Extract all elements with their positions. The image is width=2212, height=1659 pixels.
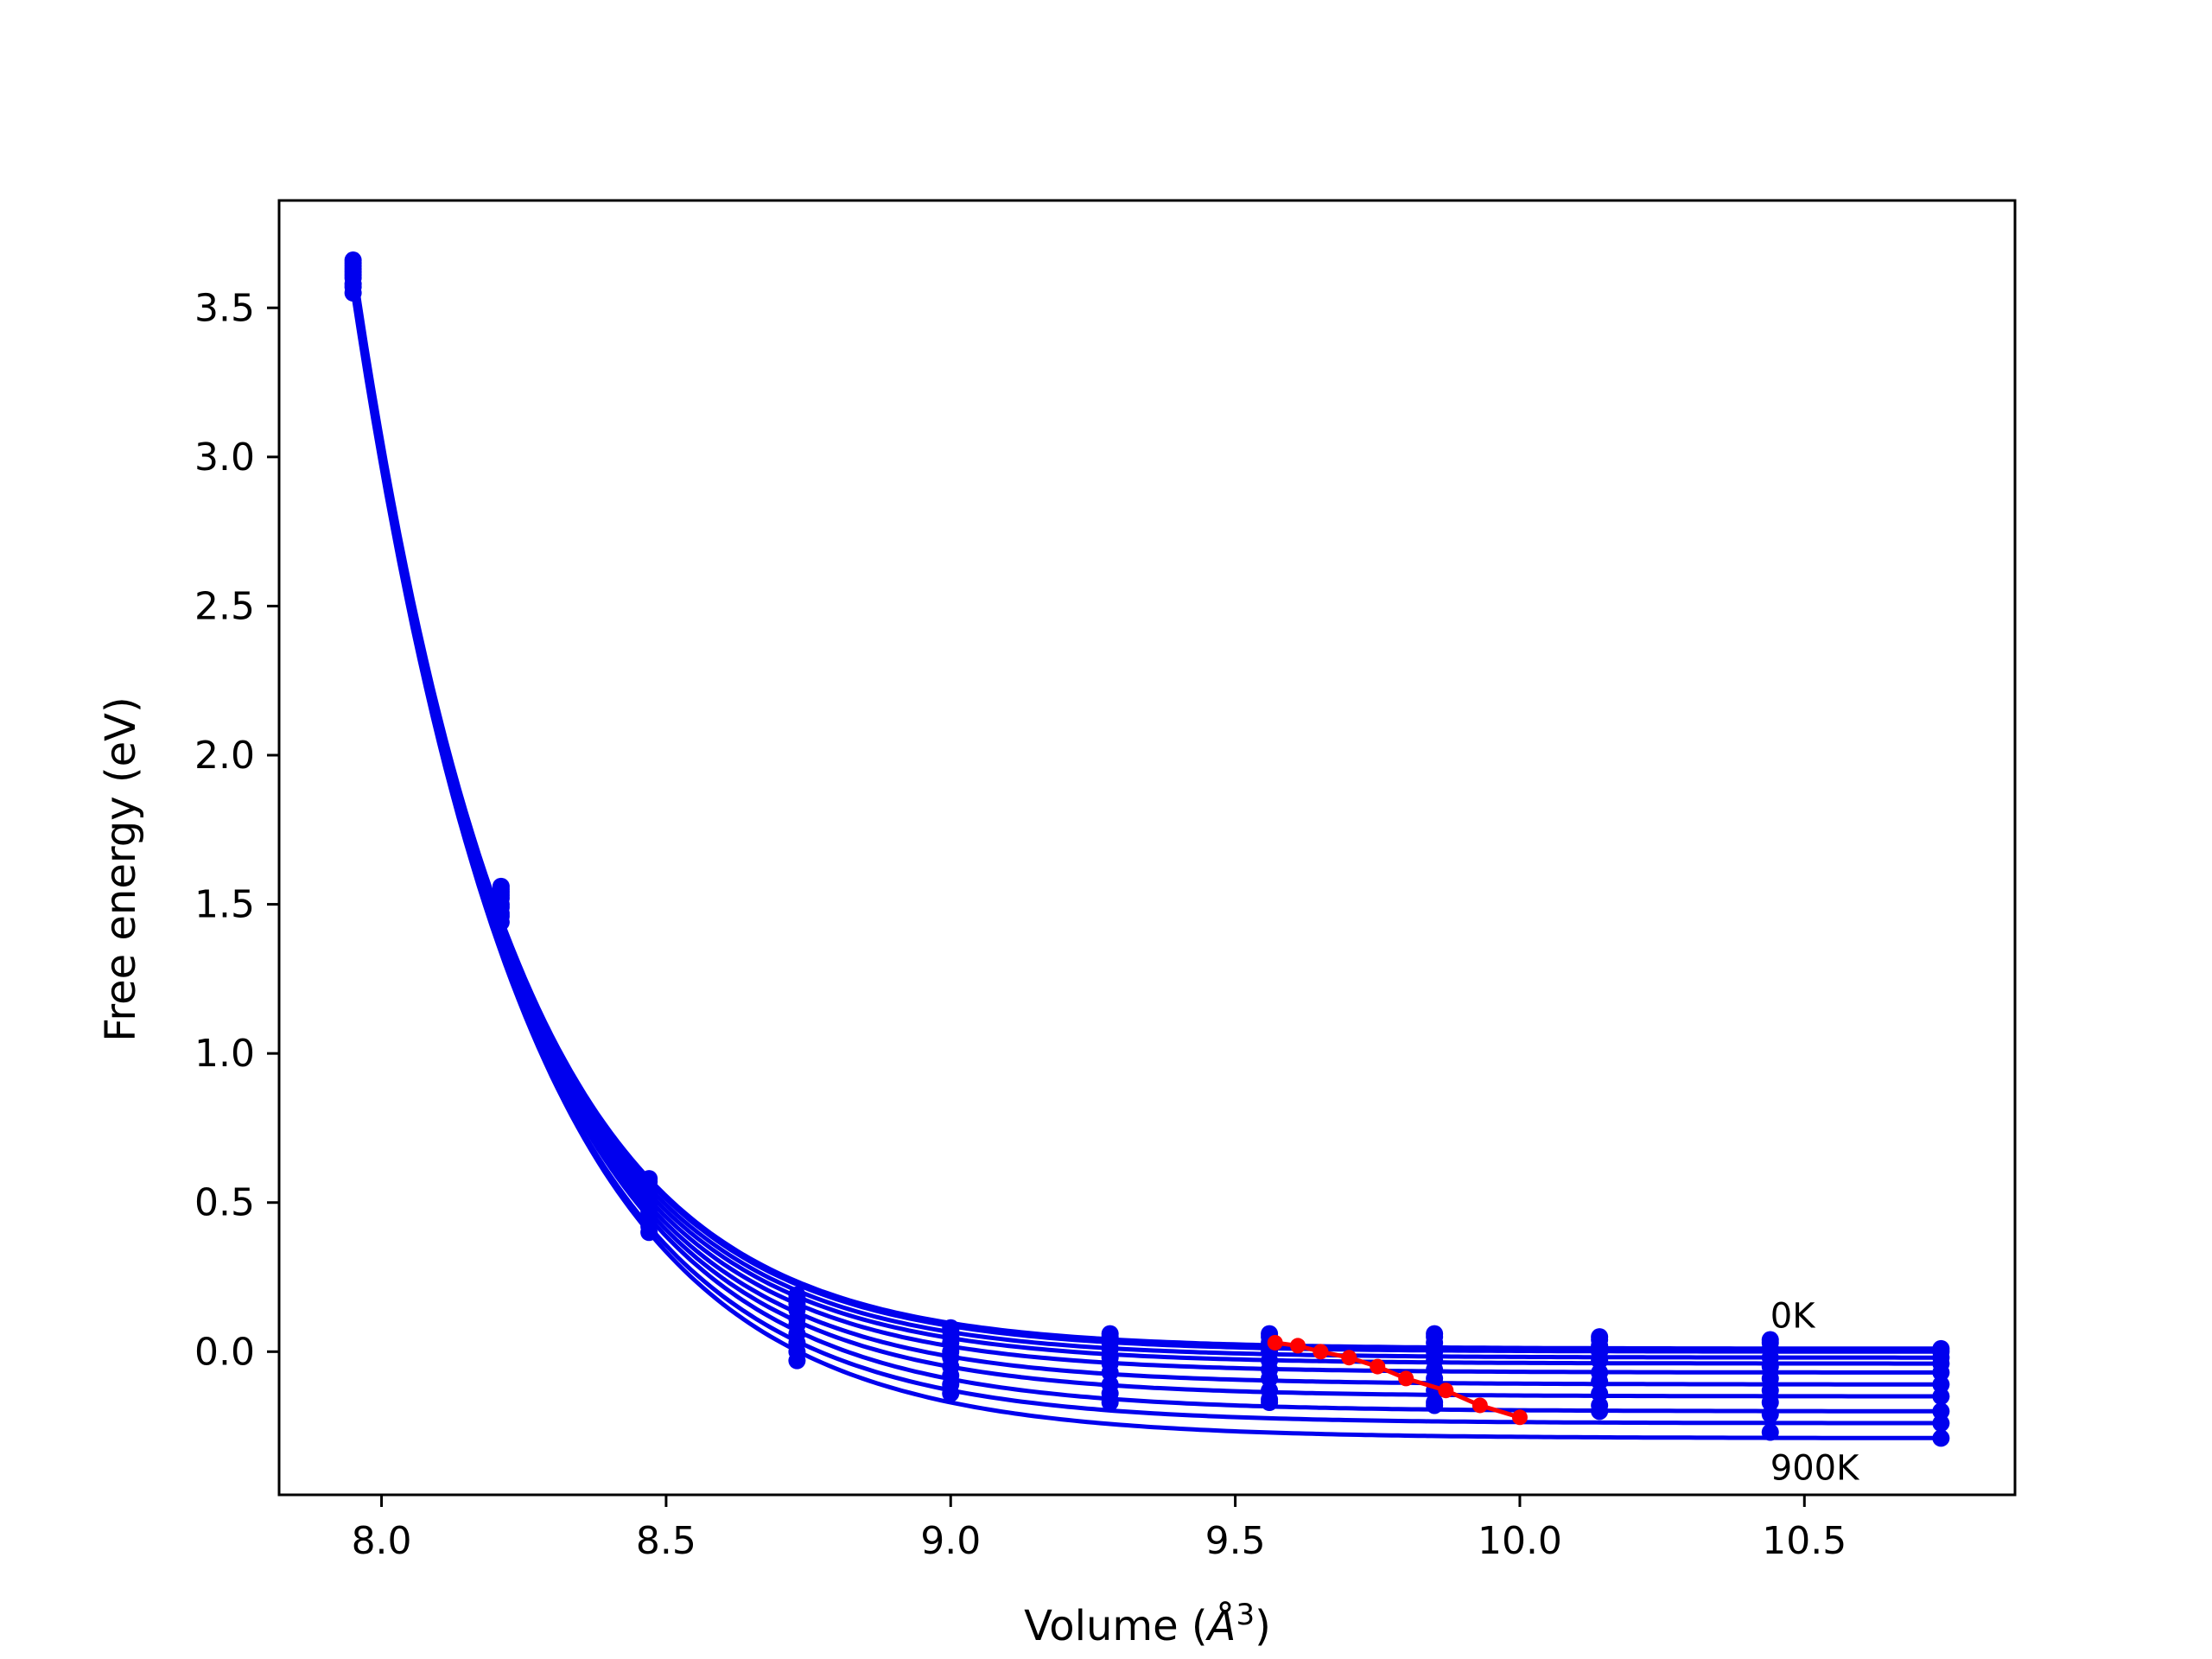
temperature-annotations: 0K 900K <box>1770 1297 1860 1489</box>
x-tick-label: 10.5 <box>1762 1519 1847 1563</box>
fitted-curves <box>351 259 1942 1440</box>
sample-points <box>344 251 1950 1447</box>
series-point <box>1261 1370 1279 1388</box>
y-tick-label: 1.0 <box>194 1032 255 1076</box>
series-point <box>1761 1370 1779 1388</box>
temperature-label: 0K <box>1770 1297 1816 1337</box>
series-point <box>344 284 362 302</box>
series-point <box>1426 1370 1444 1388</box>
series-point <box>492 913 510 931</box>
series-curve <box>351 265 1942 1360</box>
minima-point <box>1267 1334 1283 1351</box>
x-axis-label: Volume (Å3) <box>1024 1598 1271 1650</box>
plot-frame <box>277 199 2017 1497</box>
series-point <box>1426 1396 1444 1414</box>
series-point <box>1761 1405 1779 1423</box>
minima-point <box>1438 1382 1454 1399</box>
minima-point <box>1398 1370 1414 1387</box>
series-point <box>1591 1384 1609 1402</box>
series-point <box>1591 1372 1609 1390</box>
y-axis-ticks: 0.0 0.5 1.0 1.5 2.0 2.5 3.0 3.5 <box>194 286 279 1374</box>
series-point <box>1932 1363 1950 1382</box>
series-point <box>1932 1376 1950 1394</box>
series-curve <box>351 283 1942 1414</box>
y-tick-label: 1.5 <box>194 883 255 927</box>
series-point <box>788 1351 806 1370</box>
minima-point <box>1370 1358 1386 1375</box>
series-point <box>1932 1429 1950 1447</box>
y-tick-label: 3.0 <box>194 435 255 480</box>
y-tick-label: 3.5 <box>194 286 255 330</box>
minima-point <box>1341 1350 1357 1366</box>
series-curve <box>351 263 1942 1354</box>
series-point <box>1761 1394 1779 1411</box>
x-axis-ticks: 8.0 8.5 9.0 9.5 10.0 10.5 <box>352 1495 1847 1563</box>
series-point <box>1761 1423 1779 1441</box>
x-tick-label: 8.0 <box>352 1519 412 1563</box>
series-curve <box>351 286 1942 1426</box>
series-curve <box>351 271 1942 1375</box>
y-axis-label: Free energy (eV) <box>97 696 145 1041</box>
minima-point <box>1511 1409 1528 1426</box>
temperature-label: 900K <box>1770 1449 1860 1489</box>
y-tick-label: 2.0 <box>194 734 255 778</box>
series-point <box>1761 1382 1779 1400</box>
series-point <box>1932 1388 1950 1406</box>
series-point <box>942 1384 960 1402</box>
series-curve <box>351 274 1942 1387</box>
series-point <box>640 1224 658 1242</box>
series-curve <box>351 277 1942 1399</box>
series-point <box>1101 1394 1119 1411</box>
minima-point <box>1290 1338 1306 1354</box>
equilibrium-minima <box>1267 1334 1528 1426</box>
series-point <box>1591 1402 1609 1421</box>
series-point <box>1761 1357 1779 1376</box>
y-tick-label: 2.5 <box>194 584 255 628</box>
x-tick-label: 9.5 <box>1205 1519 1266 1563</box>
x-tick-label: 9.0 <box>920 1519 981 1563</box>
series-point <box>1932 1414 1950 1433</box>
series-point <box>1101 1363 1119 1382</box>
series-curve <box>351 292 1942 1440</box>
series-curve <box>351 269 1942 1366</box>
series-point <box>1932 1402 1950 1421</box>
series-point <box>1591 1351 1609 1370</box>
x-tick-label: 8.5 <box>636 1519 696 1563</box>
y-tick-label: 0.5 <box>194 1181 255 1225</box>
x-tick-label: 10.0 <box>1478 1519 1562 1563</box>
series-point <box>1261 1394 1279 1411</box>
minima-point <box>1313 1344 1329 1360</box>
minima-point <box>1471 1397 1488 1414</box>
y-tick-label: 0.0 <box>194 1330 255 1374</box>
